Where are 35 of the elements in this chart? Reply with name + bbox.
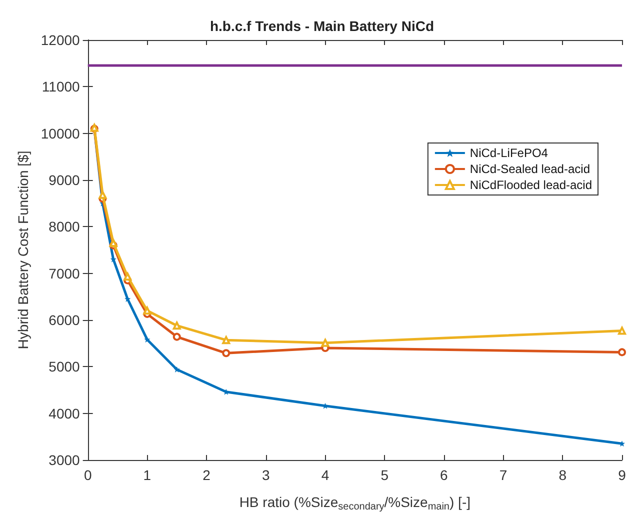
x-tick-label: 5 bbox=[380, 467, 389, 483]
legend-label: NiCd-Sealed lead-acid bbox=[470, 162, 590, 176]
x-tick-label: 4 bbox=[321, 467, 330, 483]
point bbox=[109, 239, 118, 247]
legend-label: NiCd-LiFePO4 bbox=[470, 146, 548, 160]
point bbox=[144, 336, 150, 343]
x-tick-label: 9 bbox=[618, 467, 626, 483]
point bbox=[174, 366, 180, 372]
y-tick-label: 9000 bbox=[48, 172, 80, 188]
y-tick-label: 5000 bbox=[48, 358, 80, 375]
x-tick-label: 7 bbox=[499, 467, 508, 483]
legend-label: NiCdFlooded lead-acid bbox=[470, 178, 592, 192]
y-tick-label: 3000 bbox=[48, 452, 80, 468]
point bbox=[124, 296, 131, 302]
point bbox=[98, 190, 107, 199]
y-tick-label: 4000 bbox=[48, 405, 80, 422]
point bbox=[321, 338, 330, 347]
point bbox=[222, 349, 230, 358]
y-tick-label: 11000 bbox=[42, 78, 80, 95]
y-axis-title: Hybrid Battery Cost Function [$] bbox=[15, 150, 31, 350]
x-tick-label: 8 bbox=[558, 467, 567, 483]
y-tick-label: 12000 bbox=[40, 32, 80, 48]
x-tick-label: 6 bbox=[440, 467, 448, 483]
y-tick-label: 6000 bbox=[48, 312, 80, 328]
y-tick-label: 7000 bbox=[48, 265, 80, 282]
x-tick-label: 0 bbox=[84, 467, 92, 483]
point bbox=[618, 348, 626, 356]
point bbox=[618, 326, 626, 335]
x-tick-label: 1 bbox=[143, 467, 152, 483]
chart-title: h.b.c.f Trends - Main Battery NiCd bbox=[210, 18, 434, 34]
x-tick-label: 2 bbox=[202, 467, 211, 483]
y-tick-label: 8000 bbox=[48, 218, 80, 235]
y-tick-label: 10000 bbox=[40, 125, 80, 142]
point bbox=[172, 332, 181, 341]
x-tick-label: 3 bbox=[262, 467, 270, 483]
